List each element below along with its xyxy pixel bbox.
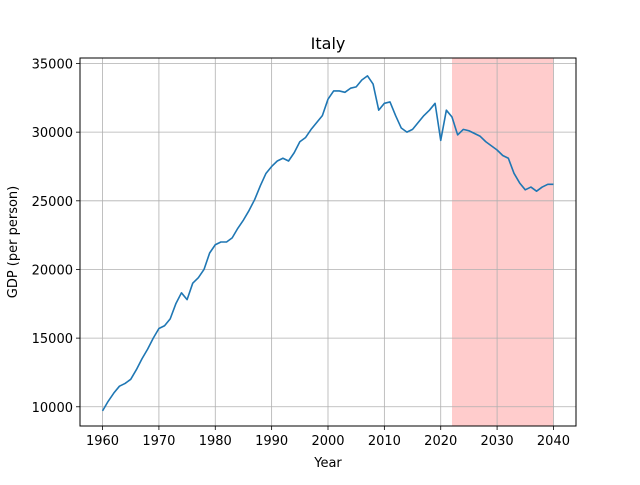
series-line [101, 75, 554, 412]
y-tick-label: 30000 [32, 126, 73, 141]
y-tick-label: 25000 [32, 195, 73, 210]
chart-title: Italy [311, 34, 346, 53]
x-tick-label: 2040 [537, 434, 570, 449]
y-tick-label: 10000 [32, 401, 73, 416]
x-tick-label: 2000 [311, 434, 344, 449]
x-tick-label: 2030 [481, 434, 514, 449]
x-tick-label: 1990 [255, 434, 288, 449]
y-axis-label: GDP (per person) [6, 186, 21, 299]
x-axis-label: Year [313, 456, 342, 471]
x-tick-label: 2020 [424, 434, 457, 449]
x-tick-label: 2010 [368, 434, 401, 449]
x-tick-label: 1960 [86, 434, 119, 449]
highlight-region [452, 58, 554, 426]
x-tick-label: 1980 [199, 434, 232, 449]
y-tick-label: 15000 [32, 332, 73, 347]
y-tick-label: 20000 [32, 263, 73, 278]
x-tick-label: 1970 [142, 434, 175, 449]
y-tick-label: 35000 [32, 57, 73, 72]
